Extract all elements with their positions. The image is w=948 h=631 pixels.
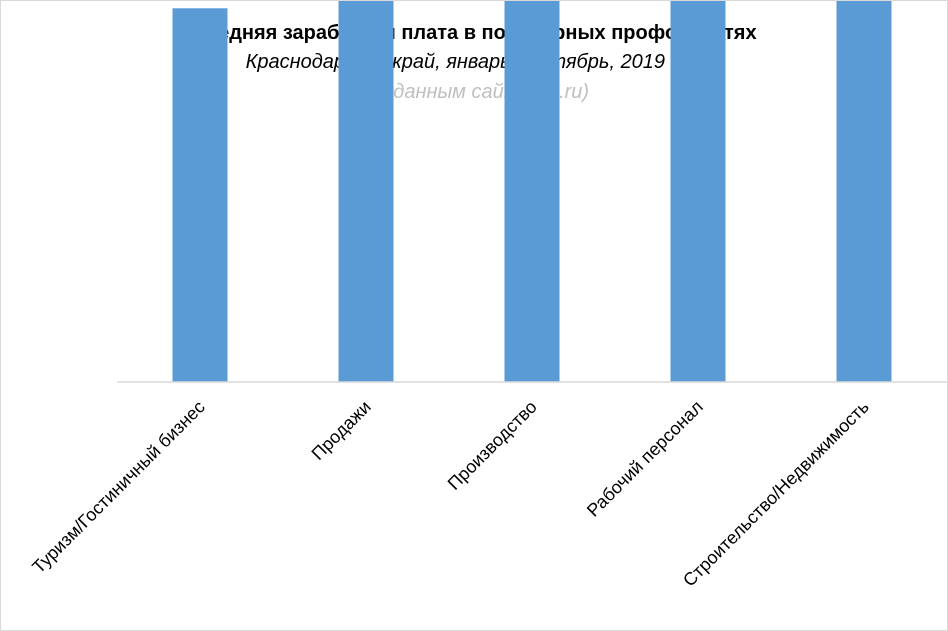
bar: [670, 1, 726, 382]
category-label: Продажи: [308, 397, 375, 464]
category-label: Рабочий персонал: [583, 397, 707, 521]
bar: [504, 1, 560, 383]
category-label: Производство: [444, 397, 541, 494]
category-label: Строительство/Недвижимость: [679, 397, 873, 591]
category-label: Туризм/Гостиничный бизнес: [28, 397, 208, 577]
bar: [172, 8, 228, 382]
chart-title: Средняя заработная плата в популярных пр…: [191, 22, 757, 44]
bar: [836, 1, 892, 383]
bar: [338, 1, 394, 382]
